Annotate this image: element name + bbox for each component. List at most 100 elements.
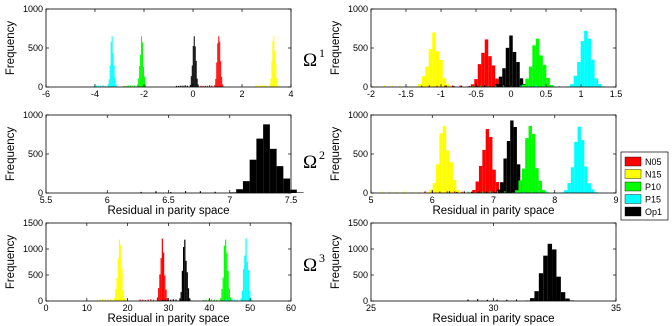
bar-tail [101,299,104,301]
y-tick-label: 0 [38,188,43,198]
axes-frame [45,222,292,302]
bar [446,84,450,87]
bar [556,276,561,301]
bar [226,253,228,301]
bar [442,125,447,193]
bar [477,64,482,87]
bar-tail [161,299,164,301]
bar [241,290,244,301]
x-tick-label: 0 [43,303,48,313]
bar [191,65,193,87]
bar [186,272,188,301]
bar-tail [543,85,545,87]
bar [296,192,304,193]
legend-label-n05: N05 [645,157,662,167]
bar-tail [444,85,446,87]
bar-tail [182,85,184,87]
bar-tail [144,300,147,301]
bar [197,84,199,87]
bar [495,182,500,193]
bar [249,291,251,301]
x-tick-label: -1 [437,89,445,99]
bar [274,50,276,87]
bar [577,126,581,193]
bar-tail [407,85,409,87]
bar [245,238,247,301]
bar [221,76,223,87]
bar [418,83,422,87]
x-tick-label: -2 [367,89,375,99]
bar [546,77,550,87]
x-tick-label: 7 [227,195,232,205]
x-tick-label: 8 [552,195,557,205]
bar [247,270,250,301]
x-tick-label: 60 [286,303,296,313]
bar-tail [502,85,505,87]
bar-tail [107,299,109,301]
peak-op1 [445,35,531,87]
bar [220,298,222,301]
bar [598,84,602,87]
row-label-superscript: 1 [319,46,325,60]
legend-swatch-p10 [624,181,642,192]
x-tick-label: 25 [366,303,376,313]
bar [275,64,277,87]
bar-tail [205,299,207,301]
bar [250,297,252,301]
bar [215,78,217,87]
bar [525,138,529,193]
bar-tail [428,85,430,87]
bar-tail [496,191,499,193]
bar [500,182,504,193]
bar [528,125,532,193]
bar [216,62,218,87]
peak-n15 [381,125,464,193]
bar [222,277,224,301]
bar-tail [167,299,169,301]
bar [256,138,264,193]
bar [584,166,588,193]
y-tick-label: 1000 [23,244,43,254]
bar [474,79,478,87]
bar-tail [225,299,228,301]
x-tick-label: 0 [508,89,513,99]
bar-tail [486,299,488,301]
bar [117,258,119,301]
bar [123,298,126,301]
bar-tail [123,85,125,87]
bar [276,166,284,193]
bar [113,65,115,87]
x-tick-label: 1.5 [610,89,623,99]
bar [196,78,198,87]
bar [421,76,426,87]
bar-tail [175,299,177,301]
bar [567,183,571,193]
peak-n15 [96,239,127,301]
bar-tail [468,86,470,87]
x-tick-label: -1.5 [398,89,414,99]
bar [269,84,271,87]
y-tick-label: 1000 [348,4,368,14]
bar-tail [199,191,201,193]
bar-tail [184,191,187,193]
bar [181,270,183,301]
x-axis-label: Residual in parity space [107,205,229,217]
bar-tail [206,85,209,87]
bar-tail [223,300,225,301]
bar-tail [381,191,383,193]
bar [577,61,581,87]
bar [225,239,227,301]
bar [587,183,592,193]
bar-tail [142,299,144,301]
legend-label-p10: P10 [645,182,661,192]
peak-op1 [175,36,200,87]
bar [111,36,113,87]
bar-tail [482,191,484,193]
bar [115,84,117,87]
bar [166,298,168,301]
legend-swatch-op1 [624,206,642,217]
bar [269,148,277,193]
x-axis-label: Residual in parity space [432,313,554,325]
x-tick-label: 4 [288,89,293,99]
bar-tail [545,191,548,193]
